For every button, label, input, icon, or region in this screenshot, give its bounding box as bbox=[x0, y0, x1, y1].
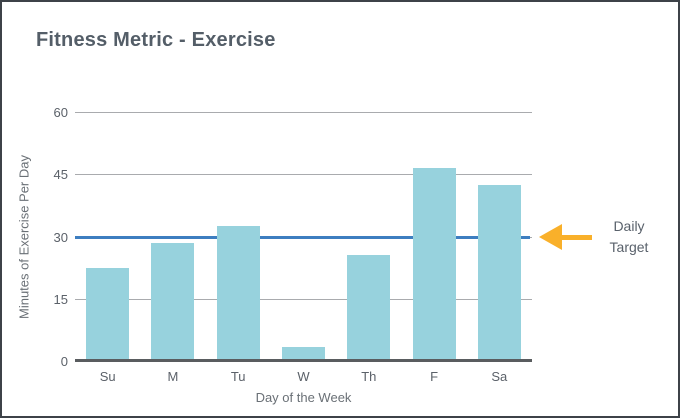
gridline-45 bbox=[75, 174, 532, 176]
bar-su bbox=[86, 268, 130, 359]
target-arrow-icon bbox=[539, 224, 562, 250]
x-tick-label-f: F bbox=[430, 369, 439, 384]
bar-m bbox=[151, 243, 195, 359]
x-tick-label-w: W bbox=[297, 369, 310, 384]
daily-target-line bbox=[75, 236, 530, 239]
chart-title: Fitness Metric - Exercise bbox=[36, 29, 276, 51]
y-tick-label-45: 45 bbox=[53, 167, 68, 183]
bar-f bbox=[412, 168, 456, 359]
y-tick-label-60: 60 bbox=[53, 105, 68, 120]
x-tick-label-m: M bbox=[167, 369, 179, 384]
bar-w bbox=[282, 347, 325, 359]
x-tick-label-tu: Tu bbox=[230, 369, 246, 384]
target-arrow-tail bbox=[557, 235, 592, 240]
bar-sa bbox=[477, 185, 521, 359]
x-tick-label-sa: Sa bbox=[491, 369, 508, 384]
plot-area bbox=[75, 112, 532, 362]
y-tick-label-30: 30 bbox=[53, 229, 68, 245]
y-tick-label-0: 0 bbox=[60, 354, 68, 369]
target-annotation-label: Daily Target bbox=[609, 218, 649, 255]
x-axis-title: Day of the Week bbox=[255, 390, 352, 405]
y-tick-label-15: 15 bbox=[53, 291, 68, 307]
x-tick-label-th: Th bbox=[361, 369, 377, 384]
gridline-15 bbox=[75, 298, 532, 300]
bar-th bbox=[347, 255, 391, 359]
bar-tu bbox=[216, 226, 260, 359]
x-tick-label-su: Su bbox=[99, 369, 116, 384]
gridline-60 bbox=[75, 112, 532, 113]
